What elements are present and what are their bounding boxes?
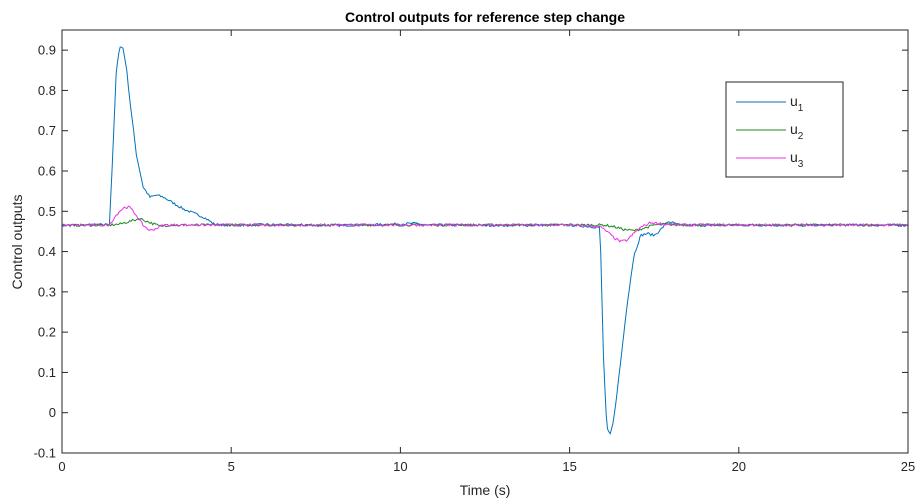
y-tick-label: 0.4 — [38, 244, 56, 259]
legend-label-subscript: 2 — [798, 131, 804, 142]
x-tick-label: 10 — [393, 459, 407, 474]
y-tick-label: 0.3 — [38, 284, 56, 299]
x-tick-label: 25 — [901, 459, 915, 474]
y-axis-label: Control outputs — [9, 195, 25, 290]
y-tick-label: 0.1 — [38, 365, 56, 380]
y-tick-label: 0.7 — [38, 123, 56, 138]
series-line-3 — [61, 205, 909, 243]
x-axis-label: Time (s) — [460, 482, 511, 498]
legend-label-subscript: 1 — [798, 103, 804, 114]
chart-title: Control outputs for reference step chang… — [345, 9, 625, 25]
y-tick-label: 0.5 — [38, 204, 56, 219]
axes-box — [61, 29, 909, 454]
axes-layer: 0 5 10 15 20 25-0.100.10.20.30.40.50.60.70.80… — [34, 29, 915, 474]
x-tick-label: 0 — [58, 459, 65, 474]
legend-label-subscript: 3 — [798, 159, 804, 170]
y-tick-label: 0.2 — [38, 325, 56, 340]
y-tick-label: 0 — [49, 405, 56, 420]
x-tick-label: 15 — [562, 459, 576, 474]
y-tick-label: 0.6 — [38, 164, 56, 179]
x-tick-label: 20 — [732, 459, 746, 474]
y-tick-label: -0.1 — [34, 446, 56, 461]
y-tick-label: 0.8 — [38, 83, 56, 98]
x-tick-label: 5 — [228, 459, 235, 474]
series-layer — [61, 46, 909, 435]
y-tick-label: 0.9 — [38, 43, 56, 58]
